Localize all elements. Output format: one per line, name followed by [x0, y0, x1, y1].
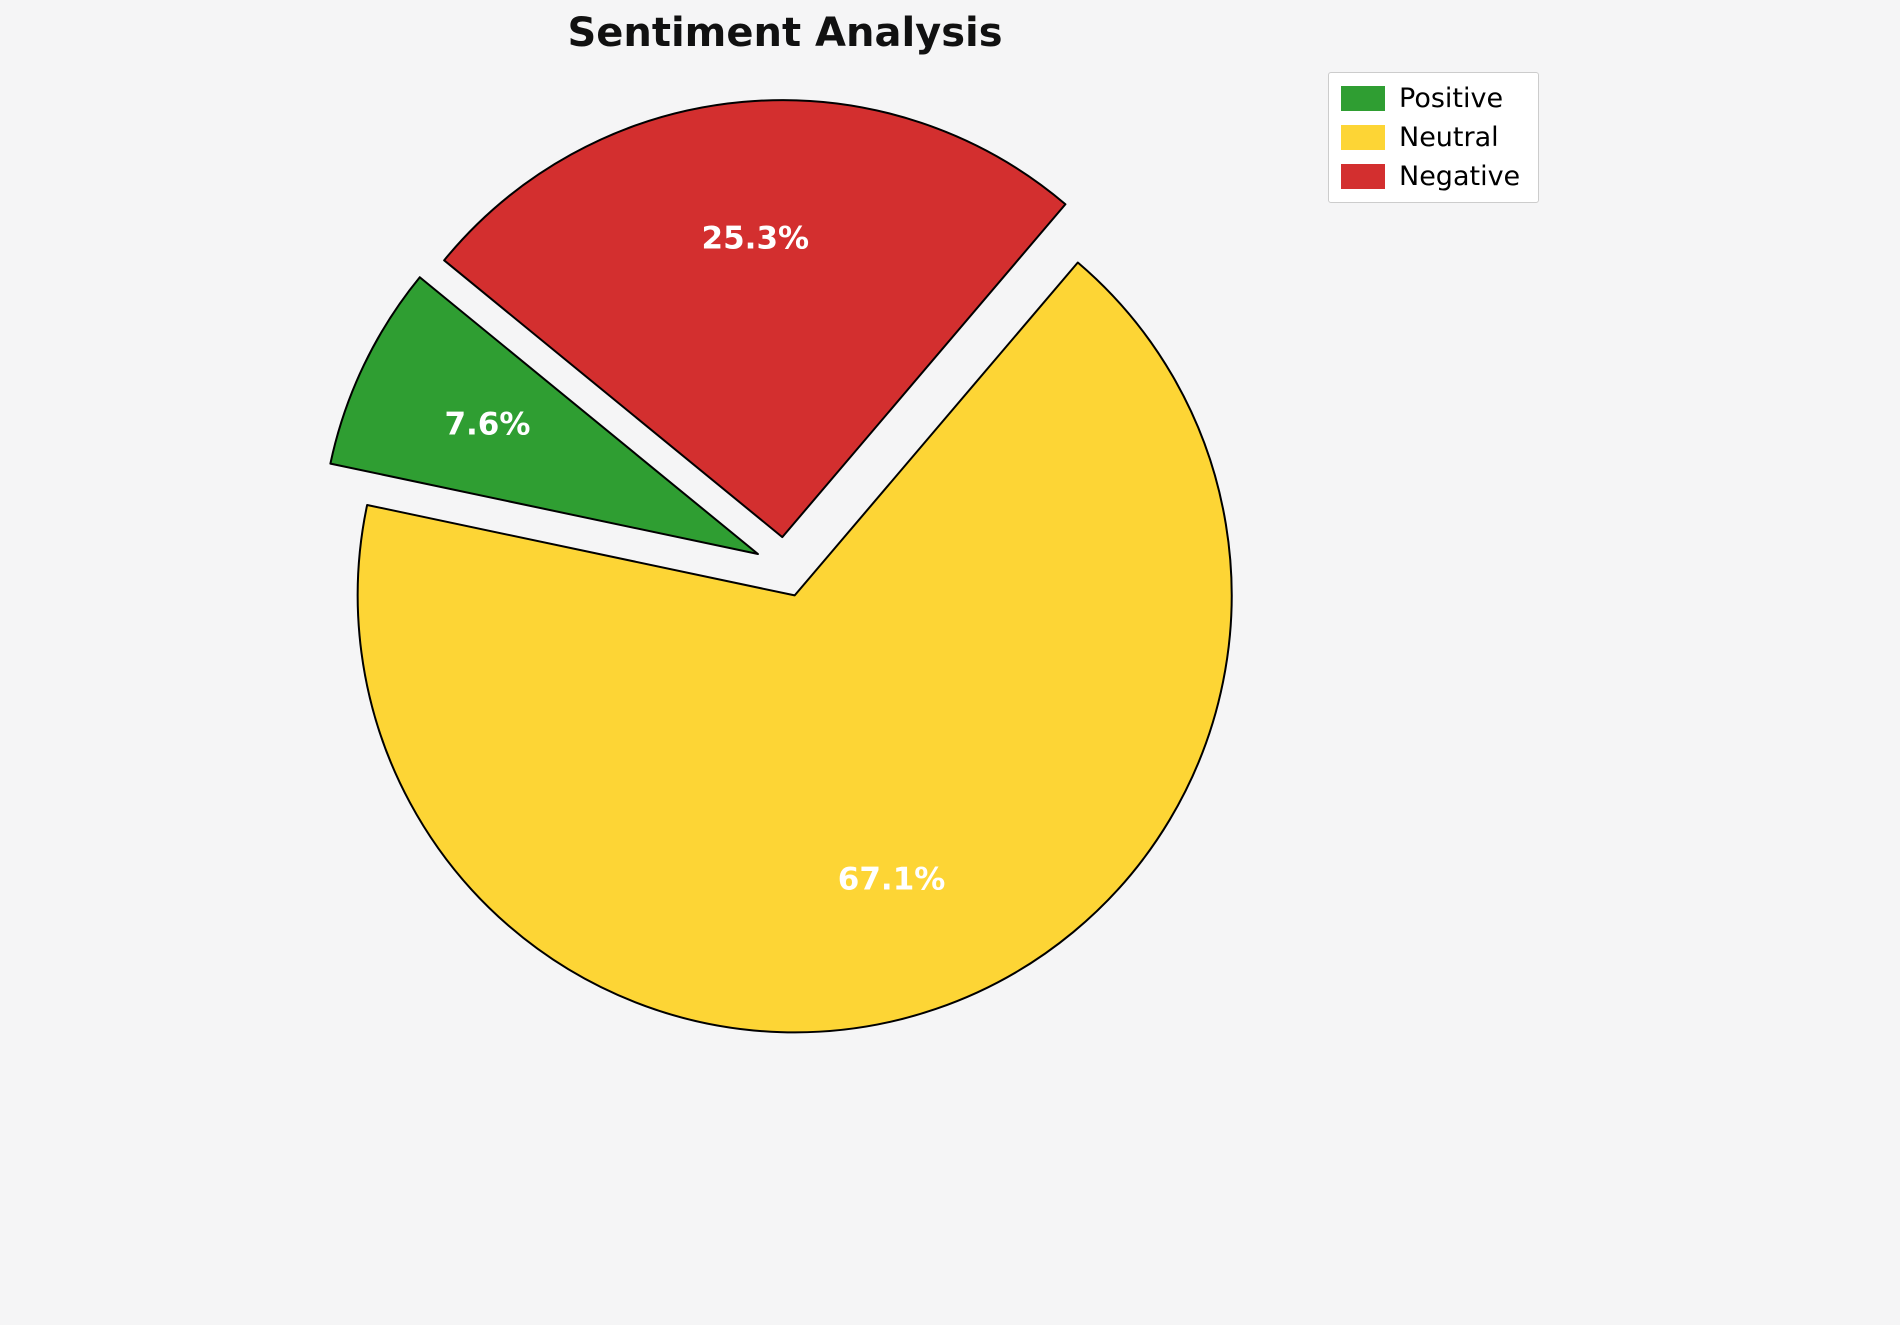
pct-label-positive: 7.6%	[444, 406, 530, 442]
pie-slice-negative	[443, 99, 1067, 539]
pct-label-negative: 25.3%	[702, 220, 810, 256]
legend-label-negative: Negative	[1399, 161, 1521, 192]
legend-item-negative: Negative	[1341, 163, 1520, 190]
legend: Positive Neutral Negative	[1328, 72, 1540, 203]
legend-swatch-positive	[1341, 86, 1385, 111]
pct-label-neutral: 67.1%	[838, 861, 946, 897]
legend-item-neutral: Neutral	[1341, 124, 1520, 151]
legend-item-positive: Positive	[1341, 85, 1520, 112]
legend-label-positive: Positive	[1399, 83, 1504, 114]
legend-swatch-negative	[1341, 164, 1385, 189]
pie-slice-positive	[329, 276, 759, 556]
pie-slice-neutral	[356, 261, 1233, 1034]
legend-swatch-neutral	[1341, 125, 1385, 150]
chart-title: Sentiment Analysis	[567, 10, 1003, 56]
legend-label-neutral: Neutral	[1399, 122, 1499, 153]
